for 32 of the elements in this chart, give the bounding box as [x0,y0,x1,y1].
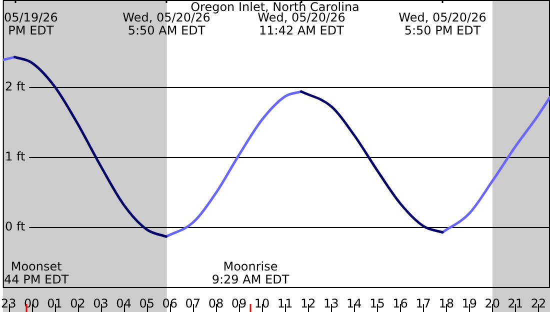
x-tick-label: 08 [208,296,224,310]
x-tick-label: 01 [47,296,62,310]
x-tick-label: 09 [231,296,247,310]
ref-line-label: Wed, 05/20/26 11:42 AM EDT [258,10,346,38]
x-tick-label: 19 [462,296,478,310]
x-tick-label: 20 [484,296,500,310]
x-tick-label: 05 [139,296,154,310]
x-tick-label: 17 [416,296,431,310]
x-tick-label: 12 [300,296,316,310]
x-tick-label: 14 [346,296,362,310]
y-tick-label: 1 ft [5,150,26,164]
y-tick-label: 2 ft [5,80,26,94]
x-tick-label: 04 [116,296,132,310]
x-tick-label: 03 [93,296,108,310]
x-tick-label: 07 [185,296,201,310]
x-tick-label: 10 [254,296,270,310]
ref-line-label: Moonset 44 PM EDT [4,260,70,287]
y-tick-label: 0 ft [5,220,26,234]
x-tick-label: 02 [70,296,86,310]
x-tick-label: 22 [530,296,546,310]
x-tick-label: 15 [370,296,385,310]
x-tick-label: 18 [438,296,454,310]
ref-line-label: Moonrise 9:29 AM EDT [212,260,290,287]
ref-line-label: Wed, 05/20/26 5:50 PM EDT [398,10,486,38]
x-tick-label: 11 [277,296,293,310]
x-tick-label: 23 [0,296,16,310]
x-tick-label: 16 [392,296,408,310]
x-tick-label: 13 [324,296,339,310]
ref-line-label: Wed, 05/20/26 5:50 AM EDT [122,10,210,38]
x-tick-label: 21 [508,296,524,310]
ref-line-label: 05/19/26 PM EDT [4,10,58,38]
x-tick-label: 06 [162,296,178,310]
